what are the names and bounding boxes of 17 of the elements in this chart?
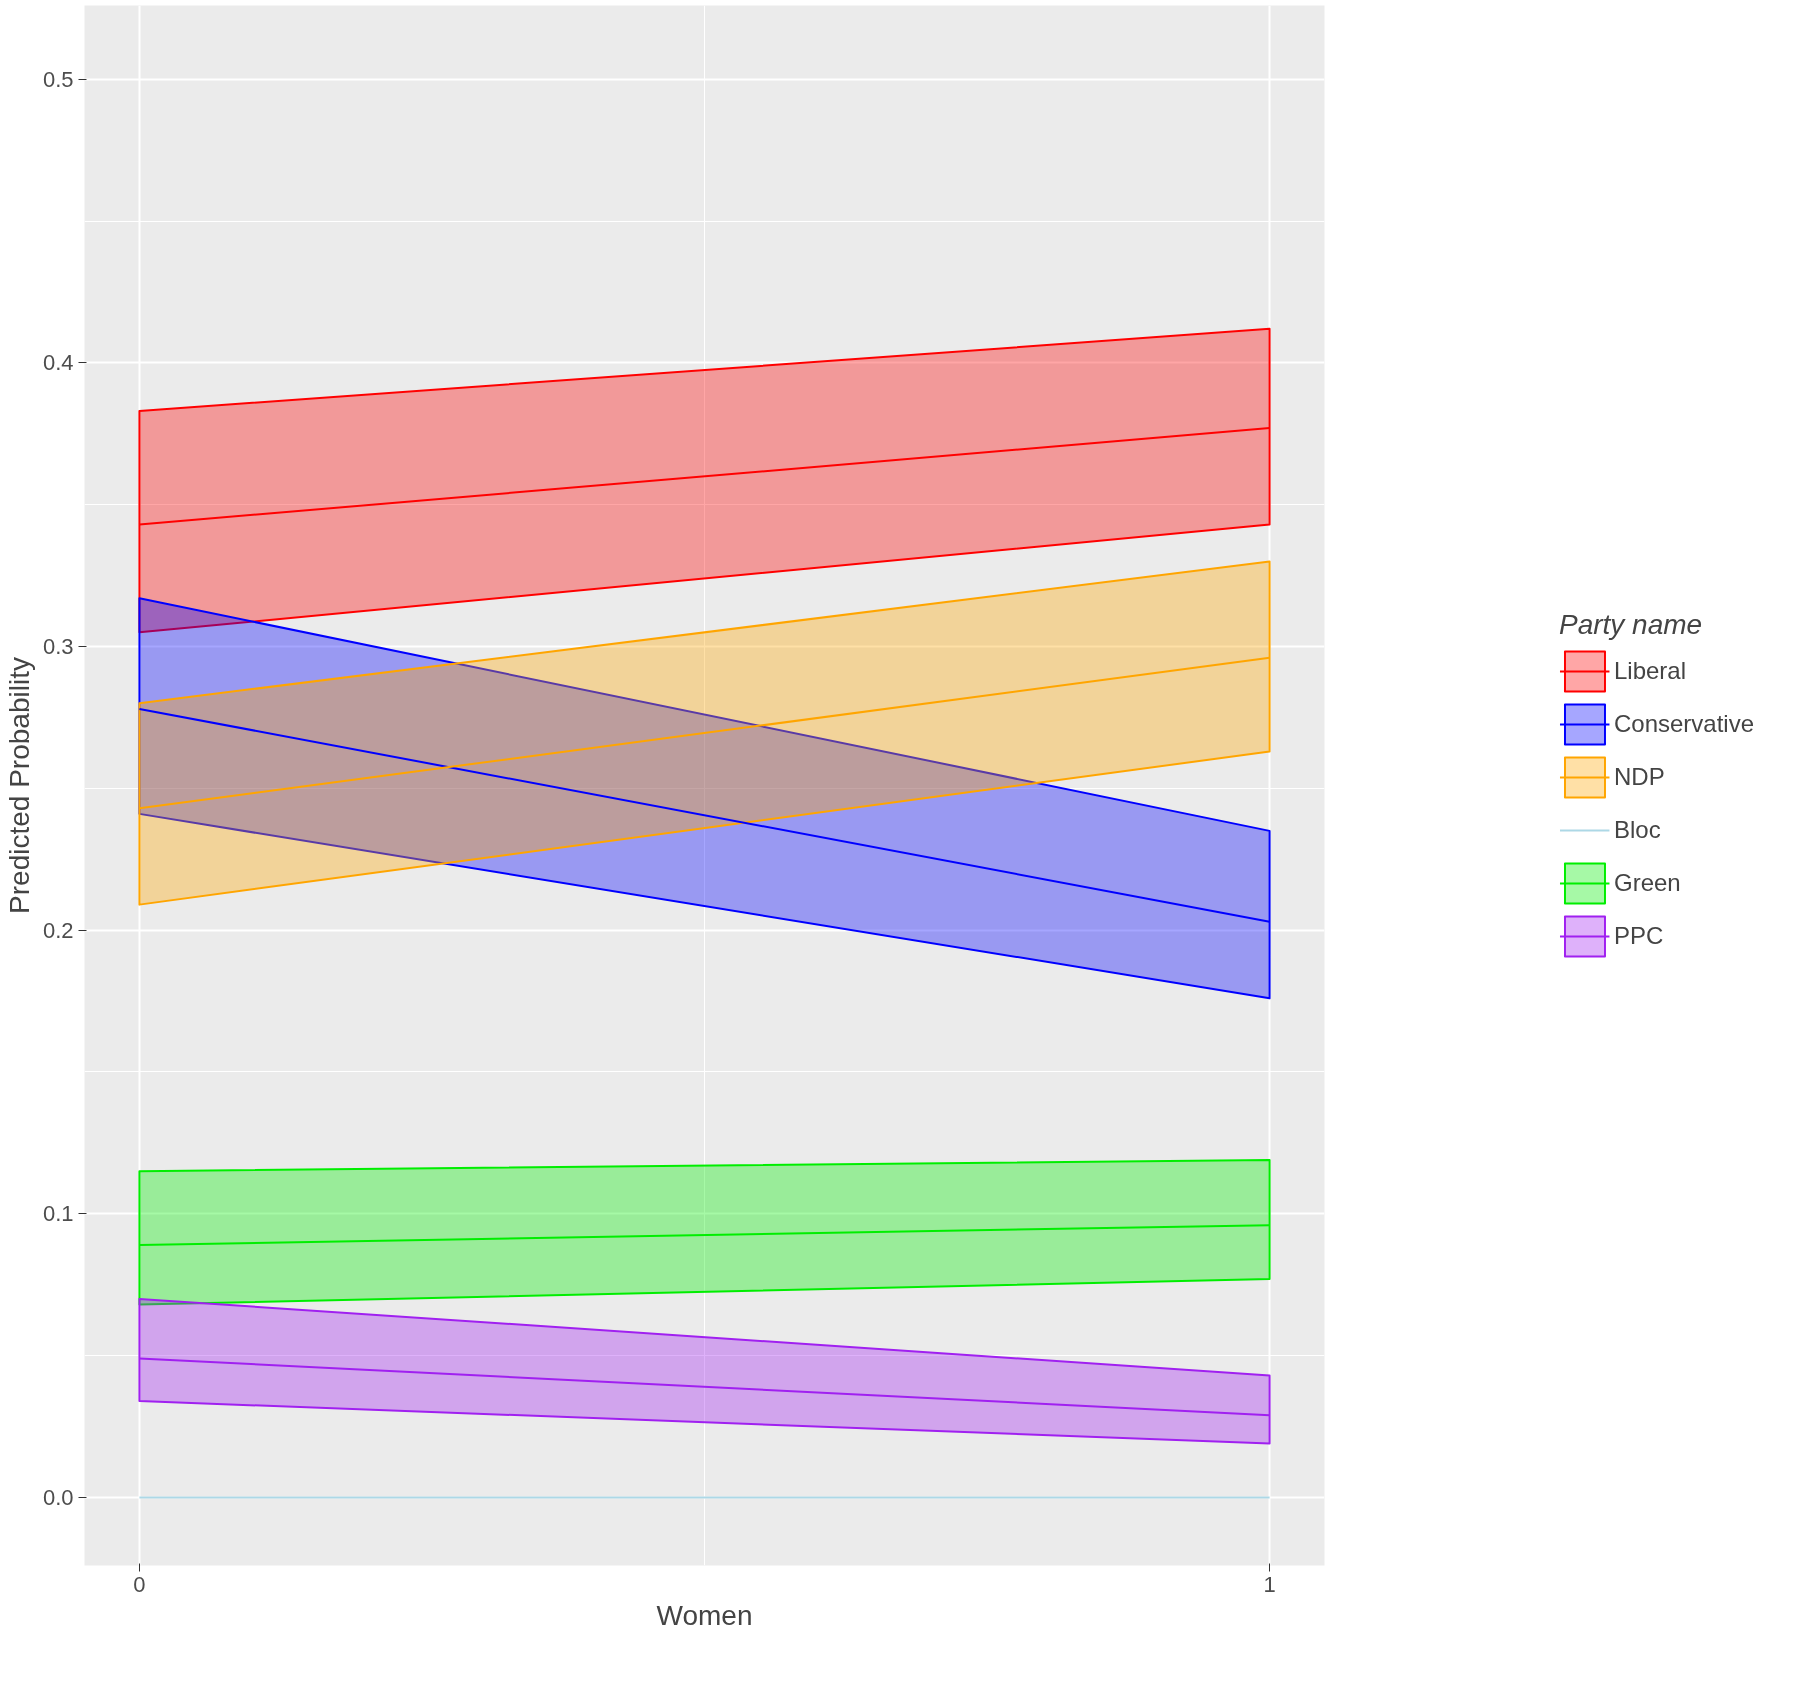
legend-label: Liberal <box>1613 657 1687 685</box>
y-tick-label: 0.5 <box>42 66 74 92</box>
legend-label: Bloc <box>1613 816 1661 844</box>
legend-label: NDP <box>1613 763 1665 791</box>
y-tick-label: 0.0 <box>42 1484 74 1510</box>
y-tick-label: 0.4 <box>42 350 74 376</box>
x-tick-label: 0 <box>133 1571 146 1597</box>
legend-label: Conservative <box>1613 710 1755 738</box>
legend-label: Green <box>1613 869 1681 897</box>
legend-title: Party name <box>1558 609 1704 641</box>
x-axis-title: Women <box>656 1599 753 1631</box>
y-tick-label: 0.3 <box>42 634 74 660</box>
x-tick-label: 1 <box>1263 1571 1276 1597</box>
legend-label: PPC <box>1613 922 1664 950</box>
y-tick-label: 0.1 <box>42 1201 74 1227</box>
y-tick-label: 0.2 <box>42 917 74 943</box>
y-axis-title: Predicted Probability <box>3 657 35 914</box>
